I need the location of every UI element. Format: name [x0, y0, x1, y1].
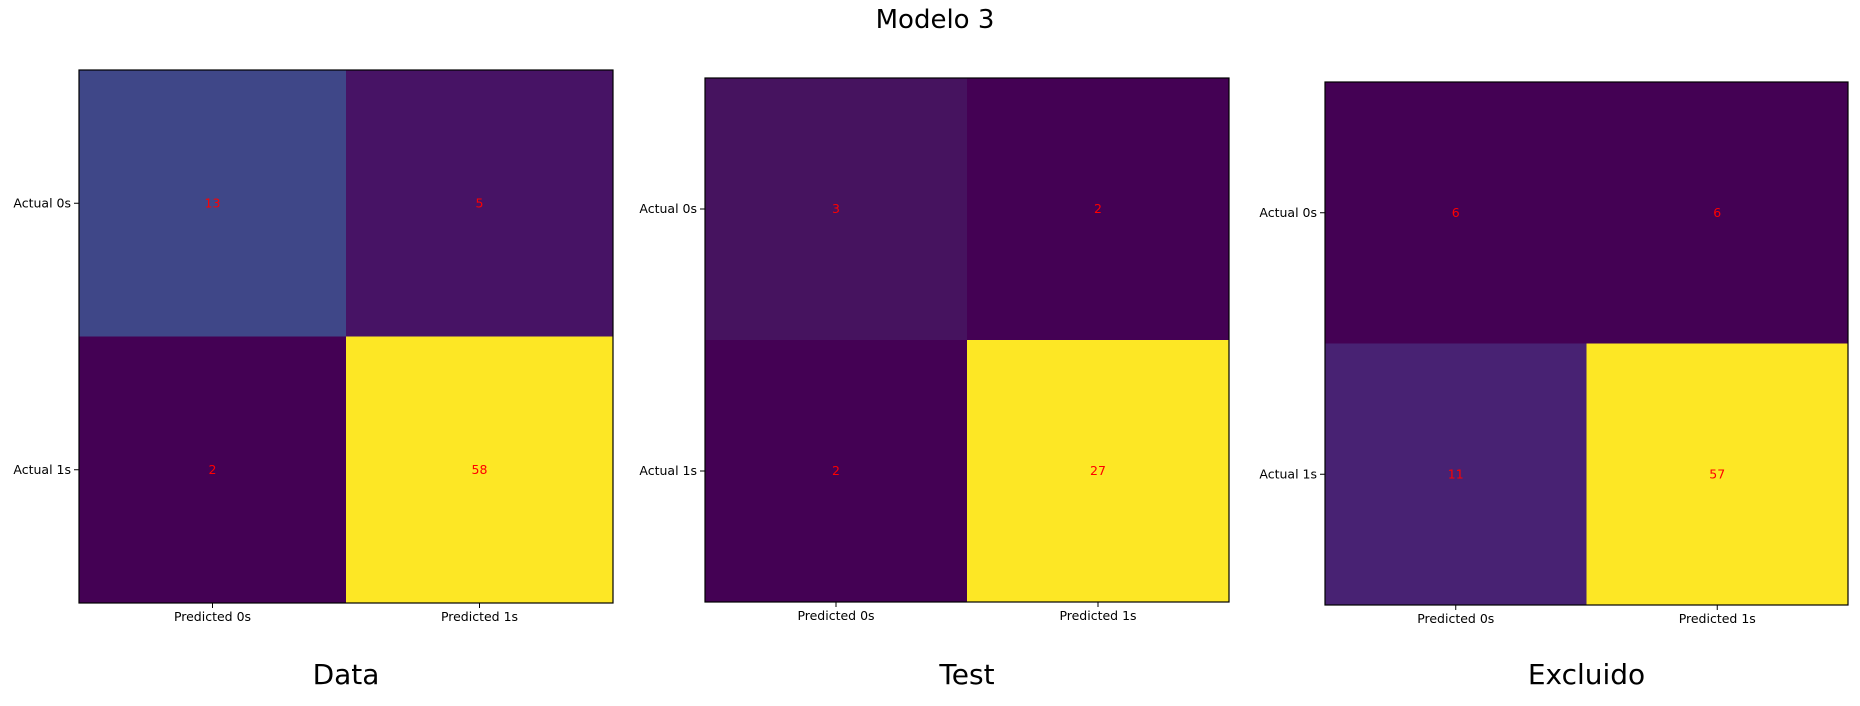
panels-group: 13 5 2 58 Actual 0s Actual 1s Predicted 0s Pred… — [13, 69, 1849, 691]
cell-value-label: 3 — [832, 201, 840, 216]
heatmap-cell — [967, 78, 1229, 340]
y-tick-label: Actual 0s — [1259, 205, 1317, 220]
x-tick-label: Predicted 0s — [1417, 611, 1494, 626]
y-tick-label: Actual 1s — [13, 462, 71, 477]
y-tick-label: Actual 0s — [13, 195, 71, 210]
heatmap-cell — [79, 336, 346, 603]
cell-value-label: 5 — [476, 195, 484, 210]
heatmap-cell — [1325, 82, 1587, 344]
y-tick-label: Actual 1s — [639, 463, 697, 478]
heatmap-cell — [705, 78, 967, 340]
heatmap-panel-excluido: 6 6 11 57 Actual 0s Actual 1s Predicted 0s Pred… — [1259, 81, 1849, 691]
cell-value-label: 27 — [1090, 463, 1106, 478]
axes-frame — [704, 77, 1230, 603]
heatmap-cell — [705, 340, 967, 602]
cell-value-label: 11 — [1448, 466, 1464, 481]
cell-value-label: 57 — [1709, 466, 1725, 481]
y-tick-label: Actual 0s — [639, 201, 697, 216]
x-tick-label: Predicted 1s — [1679, 611, 1756, 626]
heatmap-cell — [1586, 343, 1848, 605]
panel-caption: Data — [313, 658, 380, 691]
cell-value-label: 6 — [1452, 205, 1460, 220]
axes-frame — [1324, 81, 1849, 606]
cell-value-label: 58 — [472, 462, 488, 477]
heatmap-cell — [967, 340, 1229, 602]
heatmap-panel-test: 3 2 2 27 Actual 0s Actual 1s Predicted 0s Predi… — [639, 77, 1230, 691]
x-tick-label: Predicted 0s — [797, 608, 874, 623]
x-tick-label: Predicted 1s — [1059, 608, 1136, 623]
cell-value-label: 2 — [209, 462, 217, 477]
heatmap-panel-data: 13 5 2 58 Actual 0s Actual 1s Predicted 0s Pred… — [13, 69, 614, 691]
cell-value-label: 6 — [1713, 205, 1721, 220]
heatmap-cell — [346, 336, 613, 603]
y-tick-label: Actual 1s — [1259, 466, 1317, 481]
heatmap-cell — [346, 70, 613, 337]
figure-title: Modelo 3 — [876, 5, 995, 35]
cell-value-label: 13 — [205, 195, 221, 210]
panel-caption: Test — [938, 658, 994, 691]
heatmap-cell — [79, 70, 346, 337]
cell-value-label: 2 — [832, 463, 840, 478]
axes-frame — [78, 69, 614, 604]
x-tick-label: Predicted 0s — [174, 609, 251, 624]
panel-caption: Excluido — [1528, 658, 1645, 691]
heatmap-cell — [1586, 82, 1848, 344]
heatmap-cell — [1325, 343, 1587, 605]
x-tick-label: Predicted 1s — [441, 609, 518, 624]
cell-value-label: 2 — [1094, 201, 1102, 216]
